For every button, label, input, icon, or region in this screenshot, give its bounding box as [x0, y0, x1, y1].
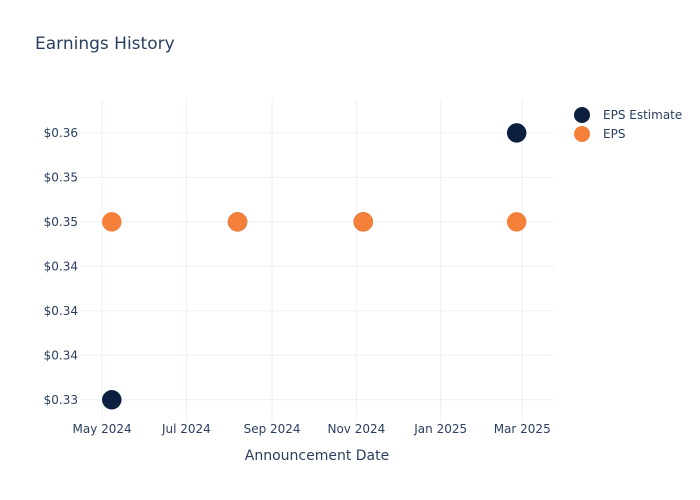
- legend: EPS Estimate EPS: [574, 105, 682, 143]
- y-tick-label: $0.34: [44, 348, 78, 362]
- legend-label-eps-estimate: EPS Estimate: [603, 107, 683, 122]
- x-tick-label: Jan 2025: [413, 422, 467, 436]
- legend-marker-eps: [574, 125, 590, 142]
- point-eps: [102, 212, 122, 232]
- point-eps: [227, 212, 248, 232]
- x-tick-label: Jul 2024: [161, 422, 211, 436]
- legend-label-eps: EPS: [603, 126, 626, 141]
- point-eps: [353, 212, 374, 232]
- y-tick-label: $0.35: [44, 215, 78, 229]
- x-axis-title: Announcement Date: [244, 448, 390, 464]
- chart-title: Earnings History: [35, 34, 175, 54]
- y-tick-label: $0.34: [44, 304, 78, 318]
- point-eps-estimate: [102, 390, 122, 410]
- x-tick-label: Mar 2025: [494, 422, 551, 436]
- x-tick-label: Nov 2024: [327, 422, 385, 436]
- point-eps: [506, 212, 527, 232]
- x-tick-label: May 2024: [73, 422, 132, 436]
- y-tick-label: $0.34: [44, 259, 78, 273]
- legend-marker-eps-estimate: [574, 106, 590, 123]
- y-tick-label: $0.36: [44, 126, 78, 140]
- y-tick-label: $0.33: [44, 393, 78, 407]
- legend-item-eps[interactable]: EPS: [574, 124, 682, 143]
- x-tick-label: Sep 2024: [244, 422, 301, 436]
- legend-item-eps-estimate[interactable]: EPS Estimate: [574, 105, 682, 124]
- y-tick-label: $0.35: [44, 170, 78, 184]
- point-eps-estimate: [506, 123, 527, 143]
